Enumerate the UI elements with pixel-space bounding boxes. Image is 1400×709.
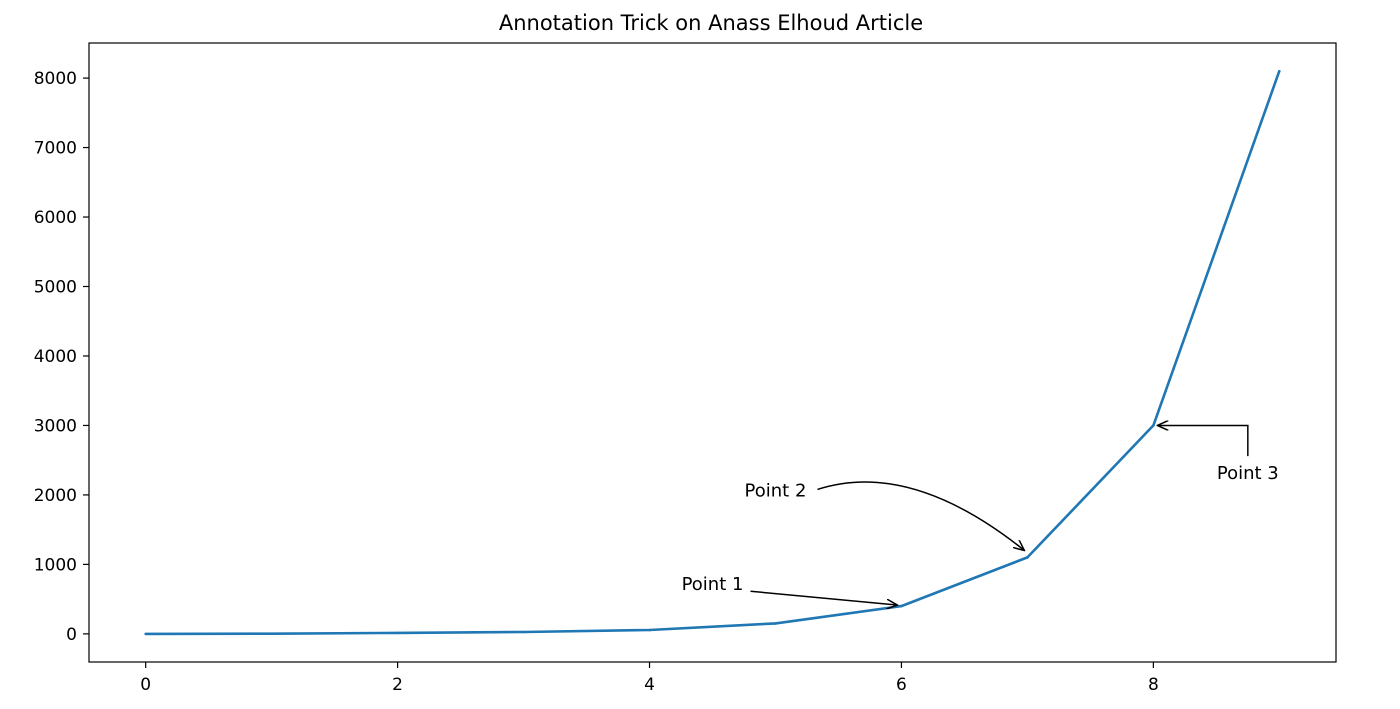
annotation-arrow-3: [1157, 425, 1249, 457]
y-tick-label: 8000: [34, 69, 77, 89]
data-point: [1152, 424, 1155, 427]
data-point: [1278, 69, 1281, 73]
annotation-arrow-1: [750, 590, 898, 605]
annotation-label-1: Point 1: [682, 574, 744, 595]
data-point: [270, 632, 273, 635]
series-line: [145, 70, 1281, 636]
x-tick-label: 8: [1148, 675, 1159, 695]
data-point: [144, 632, 147, 636]
y-tick-label: 3000: [34, 416, 77, 436]
y-tick-label: 6000: [34, 208, 77, 228]
data-point: [522, 630, 525, 634]
data-point: [396, 631, 399, 635]
data-point: [774, 622, 777, 625]
data-point: [1026, 556, 1029, 559]
x-tick-label: 0: [140, 675, 151, 695]
plot-frame: [88, 42, 1337, 663]
plot-area: 0 2 4 6 8 0 1000 2000 3000 4000 5000 6000 7000 8000 Po…: [34, 42, 1337, 695]
annotation-arrow-2: [817, 481, 1024, 550]
x-tick-label: 6: [896, 675, 907, 695]
data-point: [648, 628, 651, 632]
y-tick-label: 5000: [34, 278, 77, 298]
y-tick-label: 7000: [34, 139, 77, 159]
chart-title: Annotation Trick on Anass Elhoud Article: [499, 11, 923, 35]
y-tick-label: 1000: [34, 555, 77, 575]
annotation-label-3: Point 3: [1217, 463, 1279, 484]
x-tick-label: 4: [644, 675, 655, 695]
y-tick-label: 0: [66, 625, 77, 645]
annotation-label-2: Point 2: [745, 480, 807, 501]
x-tick-label: 2: [392, 675, 403, 695]
data-point: [900, 604, 903, 608]
y-tick-label: 2000: [34, 486, 77, 506]
y-tick-label: 4000: [34, 347, 77, 367]
